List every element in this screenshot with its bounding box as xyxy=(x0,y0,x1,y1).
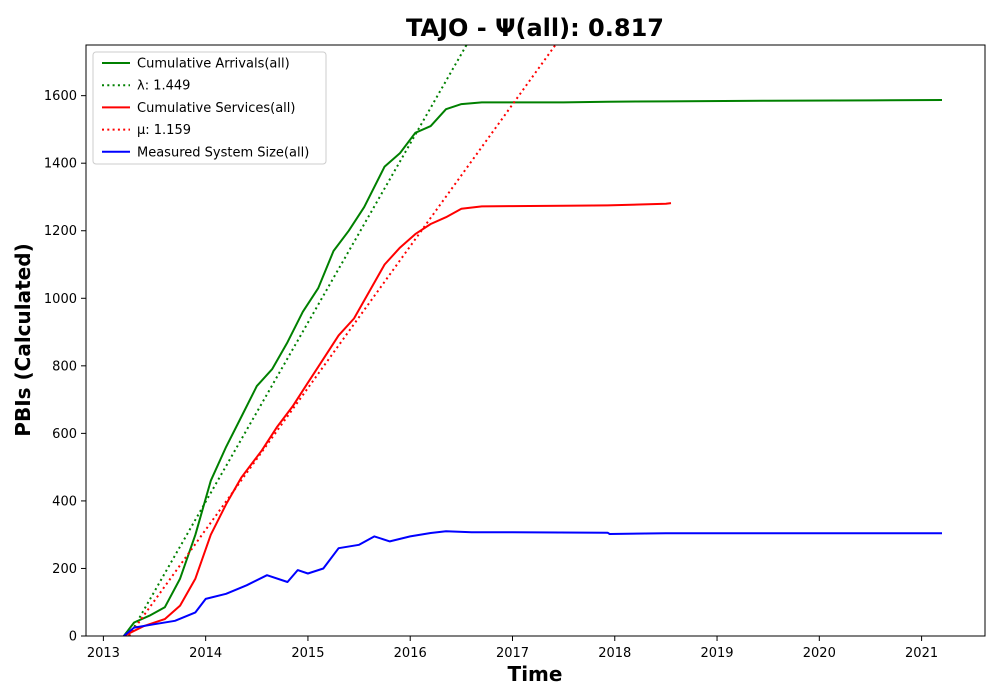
y-tick-label: 1600 xyxy=(44,89,77,104)
x-axis: 2013 2014 2015 2016 2017 2018 2019 2020 2021 xyxy=(87,636,938,661)
x-axis-label: Time xyxy=(508,662,563,686)
legend-box xyxy=(92,51,327,165)
legend-entry: μ: 1.159 xyxy=(137,123,191,138)
y-tick-label: 1000 xyxy=(44,292,77,307)
y-tick-label: 200 xyxy=(52,562,77,577)
y-axis-label: PBIs (Calculated) xyxy=(11,243,35,436)
legend: Cumulative Arrivals(all) λ: 1.449 Cumulati… xyxy=(92,51,327,165)
series-line-4 xyxy=(123,530,942,636)
y-axis: 0 200 400 600 800 1000 1200 1400 1600 xyxy=(44,89,86,645)
x-tick-label: 2016 xyxy=(394,646,427,661)
x-tick-label: 2019 xyxy=(700,646,733,661)
plot-series xyxy=(123,45,943,636)
x-tick-label: 2021 xyxy=(905,646,938,661)
y-tick-label: 0 xyxy=(69,630,77,645)
legend-entry: Measured System Size(all) xyxy=(137,145,309,160)
y-tick-label: 600 xyxy=(52,427,77,442)
legend-entry: λ: 1.449 xyxy=(137,79,190,94)
y-tick-label: 400 xyxy=(52,494,77,509)
x-tick-label: 2020 xyxy=(803,646,836,661)
series-line-0 xyxy=(123,99,943,636)
plot-frame xyxy=(85,44,986,637)
x-tick-label: 2014 xyxy=(189,646,222,661)
y-tick-label: 1200 xyxy=(44,224,77,239)
chart-title: TAJO - Ψ(all): 0.817 xyxy=(406,14,664,42)
x-tick-label: 2018 xyxy=(598,646,631,661)
x-tick-label: 2013 xyxy=(87,646,120,661)
y-tick-label: 1400 xyxy=(44,157,77,172)
y-tick-label: 800 xyxy=(52,359,77,374)
series-line-1 xyxy=(128,45,468,636)
legend-entry: Cumulative Arrivals(all) xyxy=(137,57,290,72)
legend-entry: Cumulative Services(all) xyxy=(137,101,295,116)
series-line-2 xyxy=(123,202,672,636)
x-tick-label: 2017 xyxy=(496,646,529,661)
x-tick-label: 2015 xyxy=(291,646,324,661)
